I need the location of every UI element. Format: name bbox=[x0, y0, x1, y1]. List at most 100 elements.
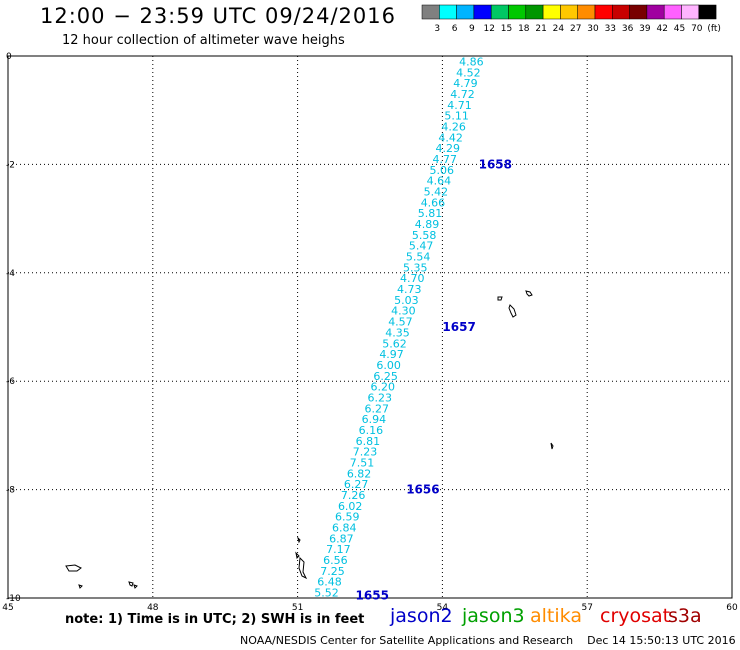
swh-value: 7.25 bbox=[320, 565, 345, 578]
scale-label: 42 bbox=[656, 24, 667, 34]
swh-value: 4.64 bbox=[427, 175, 452, 188]
x-tick-label: 45 bbox=[2, 603, 13, 613]
y-tick-label: -8 bbox=[6, 486, 15, 496]
swh-value: 6.82 bbox=[347, 467, 372, 480]
swh-value: 4.29 bbox=[435, 142, 460, 155]
y-tick-label: -2 bbox=[6, 160, 15, 170]
swh-value: 7.51 bbox=[350, 457, 375, 470]
legend-jason3: jason3 bbox=[462, 605, 525, 627]
y-tick-label: 0 bbox=[6, 52, 12, 62]
swh-value: 4.72 bbox=[450, 88, 475, 101]
swh-value: 5.52 bbox=[314, 587, 339, 600]
scale-swatch bbox=[646, 4, 665, 20]
x-tick-label: 54 bbox=[437, 603, 449, 613]
swh-value: 6.84 bbox=[332, 522, 357, 535]
island-aldabra-west bbox=[65, 564, 82, 572]
swh-value: 4.86 bbox=[459, 55, 484, 68]
island-astove bbox=[128, 581, 138, 589]
swh-value: 6.02 bbox=[338, 500, 363, 513]
scale-label: 6 bbox=[452, 24, 458, 34]
swh-value: 5.81 bbox=[418, 207, 443, 220]
scale-label: 39 bbox=[639, 24, 651, 34]
pass-time-labels: 1658 1657 1656 1655 bbox=[356, 157, 512, 602]
scale-swatch bbox=[698, 4, 717, 20]
swh-value: 4.89 bbox=[415, 218, 440, 231]
swh-value: 4.66 bbox=[421, 196, 446, 209]
scale-swatch bbox=[560, 4, 578, 20]
x-tick-label: 51 bbox=[292, 603, 303, 613]
island-seychelles-2 bbox=[525, 290, 533, 297]
scale-label: 24 bbox=[553, 24, 565, 34]
swh-value: 4.73 bbox=[397, 283, 422, 296]
scale-swatch bbox=[681, 4, 700, 20]
swh-value: 5.62 bbox=[382, 337, 407, 350]
swh-value: 4.79 bbox=[453, 77, 478, 90]
scale-label: 15 bbox=[501, 24, 512, 34]
scale-label: 12 bbox=[483, 24, 494, 34]
y-tick-label: -4 bbox=[6, 269, 15, 279]
scale-swatch bbox=[612, 4, 630, 20]
scale-label: (ft) bbox=[707, 24, 721, 34]
pass-time-label: 1657 bbox=[442, 320, 475, 334]
swh-value: 7.23 bbox=[353, 446, 378, 459]
swh-value: 6.25 bbox=[373, 370, 398, 383]
scale-swatch bbox=[439, 4, 457, 20]
swh-value: 4.42 bbox=[438, 131, 463, 144]
legend-cryosat: cryosat bbox=[600, 605, 671, 627]
scale-swatch bbox=[456, 4, 475, 20]
x-tick-label: 57 bbox=[581, 603, 592, 613]
y-tick-label: -10 bbox=[6, 594, 21, 604]
swh-value: 6.27 bbox=[365, 402, 390, 415]
swh-value: 6.87 bbox=[329, 532, 354, 545]
x-tick-label: 48 bbox=[147, 603, 159, 613]
pass-time-label: 1655 bbox=[356, 588, 389, 602]
scale-label: 18 bbox=[518, 24, 530, 34]
scale-swatch bbox=[629, 4, 648, 20]
swh-value: 5.06 bbox=[430, 164, 455, 177]
scale-swatch bbox=[473, 4, 492, 20]
swh-value: 5.03 bbox=[394, 294, 419, 307]
swh-value: 6.81 bbox=[356, 435, 381, 448]
scale-swatch bbox=[577, 4, 596, 20]
land-outlines bbox=[65, 290, 554, 589]
swh-value: 4.26 bbox=[441, 120, 466, 133]
swh-value: 6.23 bbox=[368, 391, 393, 404]
scale-label: 45 bbox=[674, 24, 685, 34]
scale-label: 30 bbox=[587, 24, 599, 34]
island-amirante bbox=[295, 536, 308, 580]
scale-swatch bbox=[490, 4, 509, 20]
legend-s3a: s3a bbox=[668, 605, 702, 627]
satellite-track: 4.864.524.794.724.715.114.264.424.294.77… bbox=[314, 55, 483, 599]
swh-value: 4.30 bbox=[391, 305, 416, 318]
swh-value: 7.26 bbox=[341, 489, 366, 502]
swh-value: 4.70 bbox=[400, 272, 425, 285]
swh-value: 6.59 bbox=[335, 511, 360, 524]
swh-value: 6.20 bbox=[370, 381, 395, 394]
swh-value: 4.71 bbox=[447, 99, 472, 112]
legend-altika: altika bbox=[530, 605, 582, 627]
chart-subtitle: 12 hour collection of altimeter wave hei… bbox=[62, 33, 345, 48]
scale-label: 33 bbox=[605, 24, 616, 34]
scale-label: 21 bbox=[535, 24, 546, 34]
scale-swatch bbox=[525, 4, 544, 20]
scale-swatch bbox=[542, 4, 561, 20]
swh-value: 6.56 bbox=[323, 554, 348, 567]
legend-jason2: jason2 bbox=[390, 605, 453, 627]
swh-value: 7.17 bbox=[326, 543, 351, 556]
swh-value: 6.27 bbox=[344, 478, 369, 491]
color-scale-legend: 3 6 9 12 15 18 21 24 27 30 33 36 39 42 45 70 (ft) bbox=[421, 4, 721, 34]
island-seychelles-3 bbox=[508, 304, 517, 318]
scale-label: 70 bbox=[691, 24, 703, 34]
swh-value: 6.94 bbox=[362, 413, 387, 426]
swh-value: 4.52 bbox=[456, 66, 481, 79]
swh-value: 5.42 bbox=[424, 186, 449, 199]
island-small-west bbox=[78, 584, 83, 589]
island-agalega bbox=[550, 442, 554, 450]
island-seychelles-1 bbox=[497, 296, 503, 301]
swh-value: 5.35 bbox=[403, 261, 428, 274]
chart-title: 12:00 − 23:59 UTC 09/24/2016 bbox=[40, 4, 397, 28]
swh-value: 4.35 bbox=[385, 326, 410, 339]
scale-label: 9 bbox=[469, 24, 475, 34]
units-note: note: 1) Time is in UTC; 2) SWH is in fe… bbox=[65, 612, 365, 627]
swh-value: 4.57 bbox=[388, 316, 413, 329]
